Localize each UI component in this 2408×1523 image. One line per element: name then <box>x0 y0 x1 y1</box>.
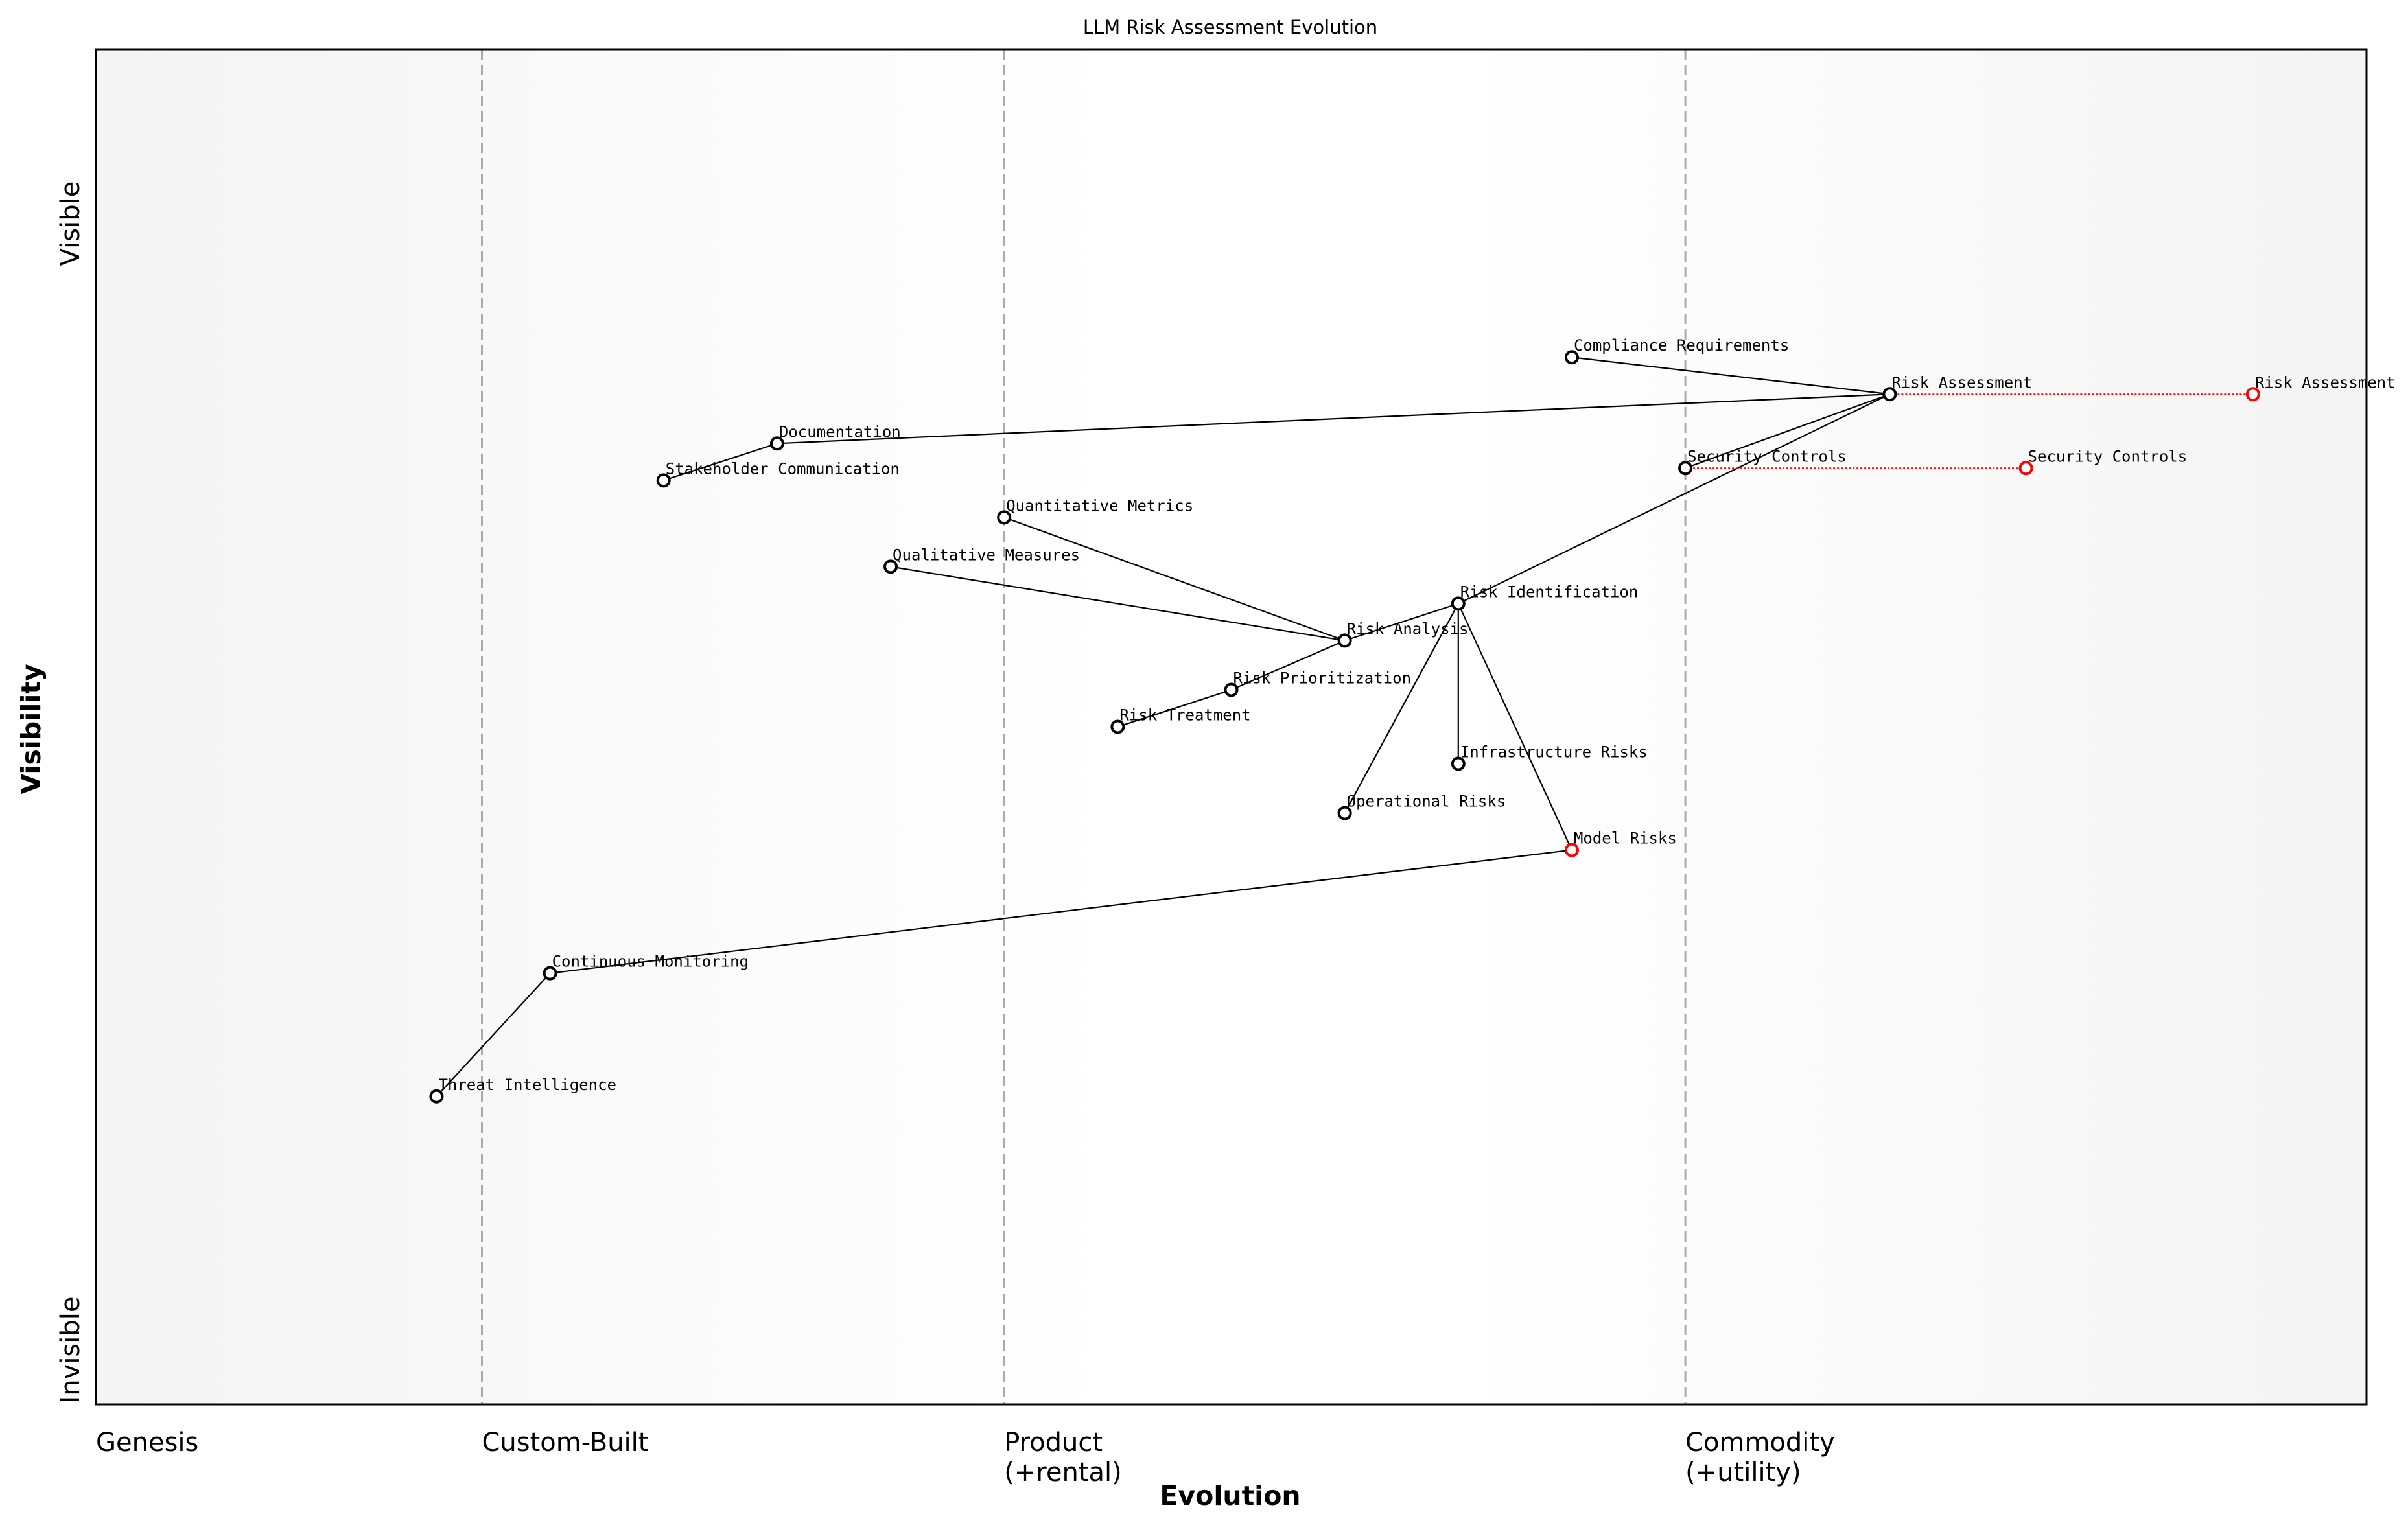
component-label: Threat Intelligence <box>438 1076 616 1094</box>
component-node[interactable] <box>543 966 557 981</box>
component-node[interactable] <box>1451 756 1466 771</box>
component-label: Qualitative Measures <box>893 546 1080 564</box>
dependency-link <box>890 566 1345 642</box>
dependency-link <box>1685 393 1890 469</box>
component-node[interactable] <box>997 510 1012 525</box>
component-node[interactable] <box>1224 682 1239 697</box>
dependency-link <box>1457 603 1572 851</box>
component-label: Risk Assessment <box>1891 373 2032 391</box>
component-label: Quantitative Metrics <box>1006 496 1193 515</box>
stage-label: Genesis <box>96 1428 198 1458</box>
component-node[interactable] <box>429 1089 444 1104</box>
evolved-component-label: Security Controls <box>2028 447 2188 465</box>
dependency-link <box>436 972 551 1097</box>
evolved-component-label: Risk Assessment <box>2255 373 2396 391</box>
component-node[interactable] <box>1882 387 1897 402</box>
stage-label: Product (+rental) <box>1004 1428 1122 1487</box>
component-node[interactable] <box>769 436 784 451</box>
plot-background <box>96 49 2367 1404</box>
dependency-link <box>1117 689 1232 728</box>
component-label: Operational Risks <box>1347 793 1506 811</box>
stage-label: Commodity (+utility) <box>1685 1428 1835 1487</box>
evolved-component-node[interactable] <box>2245 387 2260 402</box>
component-node[interactable] <box>883 559 898 574</box>
component-label: Continuous Monitoring <box>552 953 749 971</box>
component-node[interactable] <box>1110 719 1125 734</box>
dependency-link <box>1231 640 1346 691</box>
component-node[interactable] <box>1337 633 1352 648</box>
x-axis-label: Evolution <box>1160 1480 1300 1511</box>
component-node[interactable] <box>1451 596 1466 611</box>
component-label: Risk Identification <box>1460 583 1639 601</box>
component-node[interactable] <box>1564 843 1579 857</box>
component-label: Risk Treatment <box>1119 706 1250 725</box>
dependency-link <box>1458 393 1890 605</box>
dependency-link <box>1003 517 1346 642</box>
y-label-invisible: Invisible <box>56 1297 86 1404</box>
component-node[interactable] <box>1678 461 1693 476</box>
y-axis-label: Visibility <box>16 664 47 794</box>
dependency-link <box>777 393 1890 445</box>
y-label-visible: Visible <box>56 181 86 266</box>
component-label: Risk Prioritization <box>1233 669 1412 687</box>
plot-frame <box>95 48 2368 1406</box>
component-node[interactable] <box>1337 806 1352 820</box>
dependency-link <box>550 849 1572 974</box>
component-label: Risk Analysis <box>1347 620 1469 638</box>
stage-label: Custom-Built <box>482 1428 649 1458</box>
component-node[interactable] <box>656 473 671 488</box>
component-label: Security Controls <box>1687 447 1847 465</box>
component-label: Infrastructure Risks <box>1460 743 1648 761</box>
component-node[interactable] <box>1564 350 1579 365</box>
dependency-link <box>1344 603 1459 814</box>
evolved-component-node[interactable] <box>2018 461 2033 476</box>
dependency-link <box>1571 356 1890 395</box>
component-label: Model Risks <box>1574 830 1677 848</box>
component-label: Documentation <box>779 423 901 441</box>
component-label: Stakeholder Communication <box>666 459 900 478</box>
chart-title: LLM Risk Assessment Evolution <box>1083 16 1377 38</box>
dependency-link <box>1344 603 1459 642</box>
component-label: Compliance Requirements <box>1574 336 1789 355</box>
dependency-link <box>663 443 778 482</box>
